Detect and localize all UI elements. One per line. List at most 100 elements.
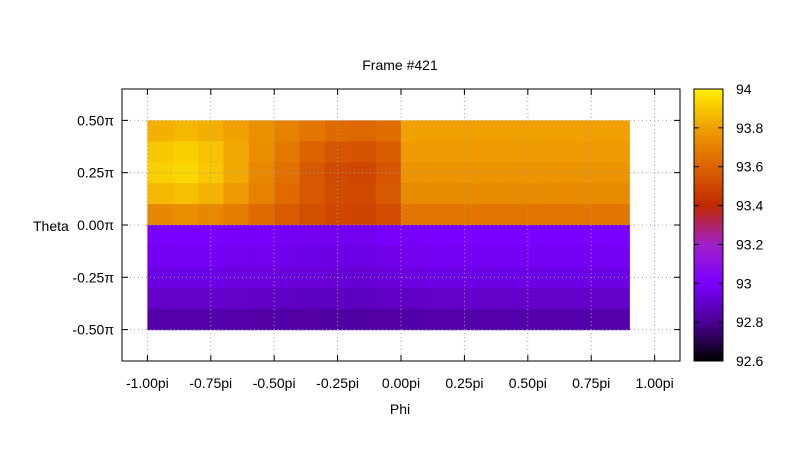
heatmap-cell (299, 141, 326, 163)
heatmap-cell (375, 183, 402, 205)
heatmap-cell (426, 308, 453, 331)
heatmap-cell (578, 204, 605, 226)
colorbar-tick-label: 92.8 (736, 314, 763, 330)
heatmap-cell (401, 245, 427, 268)
heatmap-cell (426, 225, 453, 247)
heatmap-cell (578, 287, 605, 310)
heatmap-cell (147, 204, 174, 226)
heatmap-cell (299, 225, 326, 247)
heatmap-cell (401, 162, 427, 184)
heatmap-cell (248, 141, 275, 163)
y-tick-label: -0.50π (72, 322, 114, 338)
heatmap-cell (578, 141, 605, 163)
heatmap-cell (147, 266, 174, 289)
x-tick-label: -0.50pi (253, 375, 296, 391)
heatmap-cell (198, 308, 225, 331)
heatmap-cell (553, 183, 580, 205)
heatmap-cell (299, 204, 326, 226)
heatmap-cell (147, 225, 174, 247)
heatmap-cell (198, 225, 225, 247)
heatmap-cell (451, 225, 478, 247)
heatmap-cell (299, 245, 326, 268)
heatmap-cell (527, 225, 554, 247)
heatmap-cell (350, 141, 377, 163)
heatmap-cell (553, 141, 580, 163)
heatmap-cell (172, 183, 199, 205)
heatmap-cell (603, 225, 630, 247)
heatmap-cell (527, 204, 554, 226)
heatmap-cell (401, 183, 427, 205)
heatmap-cell (477, 183, 504, 205)
heatmap-cell (350, 245, 377, 268)
heatmap-cell (198, 204, 225, 226)
heatmap-cell (324, 204, 351, 226)
heatmap-cell (248, 287, 275, 310)
colorbar-tick-label: 93.6 (736, 159, 763, 175)
y-tick-label: -0.25π (72, 269, 114, 285)
heatmap-cell (299, 266, 326, 289)
heatmap-cell (350, 204, 377, 226)
heatmap-cell (299, 183, 326, 205)
heatmap-cell (477, 120, 504, 142)
heatmap-cell (477, 204, 504, 226)
heatmap-cell (375, 225, 402, 247)
heatmap-cell (198, 245, 225, 268)
heatmap-cell (198, 162, 225, 184)
heatmap-cell (527, 162, 554, 184)
heatmap-cell (375, 141, 402, 163)
heatmap-cell (426, 287, 453, 310)
heatmap-cell (147, 287, 174, 310)
heatmap-cell (274, 204, 301, 226)
y-axis: 0.50π 0.25π 0.00π -0.25π -0.50π (72, 112, 680, 338)
y-tick-label: 0.50π (77, 112, 114, 128)
heatmap-cell (172, 225, 199, 247)
heatmap-cell (527, 266, 554, 289)
heatmap-cell (553, 245, 580, 268)
heatmap-cell (198, 120, 225, 142)
heatmap-cell (502, 162, 529, 184)
heatmap-cell (350, 225, 377, 247)
heatmap-cell (578, 225, 605, 247)
x-tick-label: -0.75pi (189, 375, 232, 391)
heatmap-cell (578, 162, 605, 184)
heatmap-cell (172, 162, 199, 184)
heatmap-cell (299, 287, 326, 310)
heatmap-cell (502, 204, 529, 226)
heatmap-cell (527, 183, 554, 205)
heatmap-cell (603, 245, 630, 268)
heatmap-cell (274, 141, 301, 163)
heatmap-cell (375, 308, 402, 331)
heatmap-cell (274, 266, 301, 289)
colorbar-tick-label: 93.8 (736, 120, 763, 136)
colorbar-tick-label: 93.4 (736, 198, 763, 214)
heatmap-cell (451, 162, 478, 184)
heatmap-cell (502, 287, 529, 310)
chart-title: Frame #421 (362, 57, 438, 73)
heatmap-cell (223, 162, 250, 184)
heatmap-cell (274, 162, 301, 184)
heatmap-cell (223, 266, 250, 289)
heatmap-cell (401, 287, 427, 310)
heatmap-cell (603, 287, 630, 310)
colorbar-tick-label: 94 (736, 81, 752, 97)
heatmap-cell (553, 120, 580, 142)
heatmap-cell (401, 308, 427, 331)
heatmap-cell (147, 308, 174, 331)
heatmap-cell (248, 245, 275, 268)
heatmap-cell (603, 204, 630, 226)
heatmap-cell (426, 183, 453, 205)
heatmap-cell (603, 162, 630, 184)
heatmap-cell (527, 120, 554, 142)
heatmap-cell (248, 308, 275, 331)
heatmap-cell (172, 204, 199, 226)
heatmap-cell (350, 183, 377, 205)
colorbar-tick-label: 93 (736, 275, 752, 291)
heatmap-cell (502, 141, 529, 163)
heatmap-cell (401, 225, 427, 247)
heatmap-cell (324, 245, 351, 268)
heatmap-cell (451, 287, 478, 310)
heatmap-cell (426, 162, 453, 184)
heatmap-cell (248, 266, 275, 289)
colorbar-tick-label: 92.6 (736, 353, 763, 369)
